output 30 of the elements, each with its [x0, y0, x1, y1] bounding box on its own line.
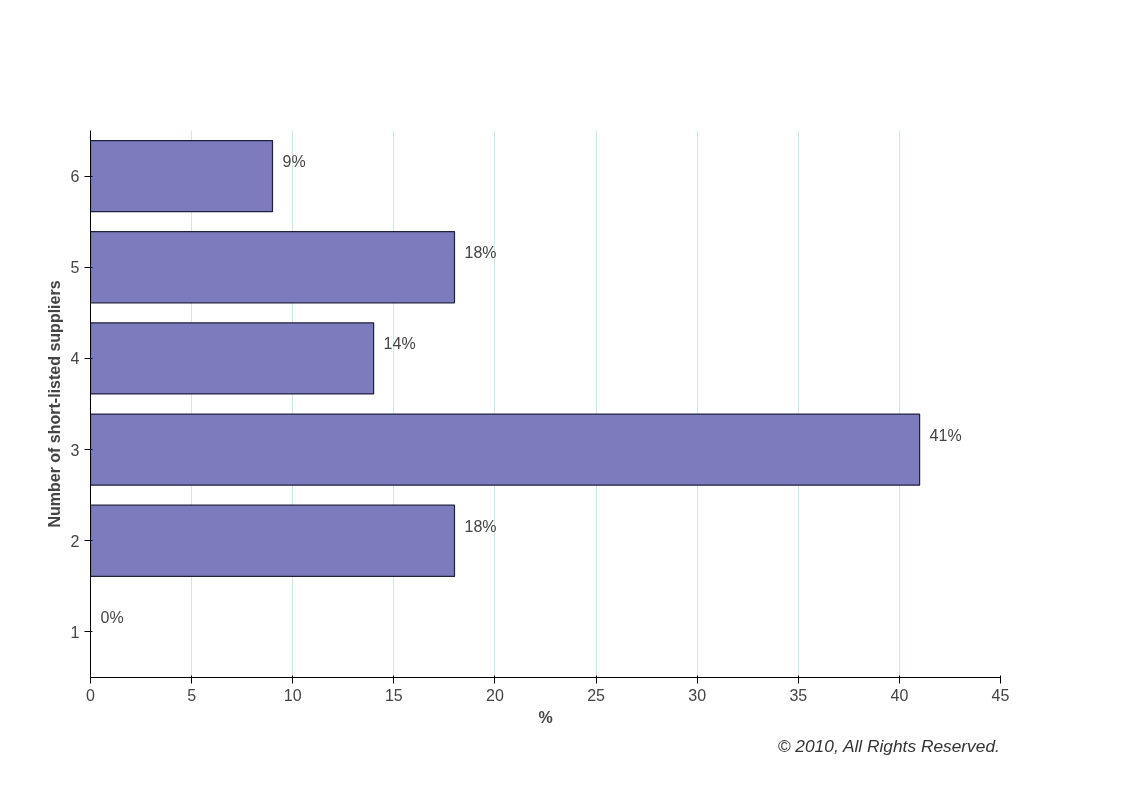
x-tick-label: 15 — [384, 686, 403, 704]
bar — [90, 322, 375, 395]
y-tick-label: 6 — [70, 168, 80, 186]
bar — [90, 413, 921, 486]
data-label: 14% — [383, 335, 416, 353]
text: © 2010, All Rights Reserved. — [777, 735, 1000, 756]
x-tick-label: 0 — [86, 686, 96, 704]
x-tick-label: 30 — [688, 686, 707, 704]
y-tick-label: 4 — [70, 350, 80, 368]
x-axis-title: % — [538, 708, 553, 726]
x-tick-label: 25 — [587, 686, 606, 704]
y-tick-label: 2 — [70, 532, 80, 550]
x-tick-label: 5 — [187, 686, 197, 704]
data-label: 41% — [929, 426, 962, 444]
data-label: 0% — [100, 608, 124, 626]
bar — [90, 504, 456, 577]
bar — [90, 231, 456, 304]
data-label: 9% — [282, 153, 306, 171]
y-tick-label: 3 — [70, 441, 80, 459]
y-tick-label: 1 — [70, 623, 80, 641]
data-label: 18% — [464, 517, 497, 535]
y-tick-label: 5 — [70, 259, 80, 277]
x-tick-label: 20 — [486, 686, 504, 704]
x-tick-label: 10 — [283, 686, 302, 704]
bar — [90, 139, 274, 213]
y-axis-title: Number of short-listed suppliers — [45, 280, 63, 528]
x-tick-label: 40 — [890, 686, 909, 704]
x-tick-label: 35 — [789, 686, 808, 704]
x-tick-label: 45 — [991, 686, 1010, 704]
data-label: 18% — [464, 244, 497, 262]
